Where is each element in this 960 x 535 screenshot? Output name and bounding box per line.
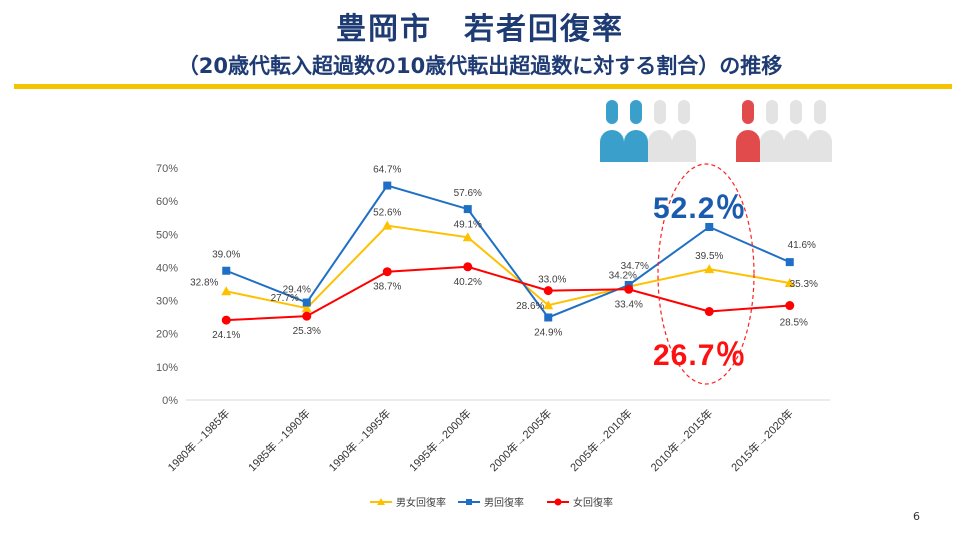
y-tick-label: 10% — [156, 362, 178, 374]
x-tick-label: 2010年→2015年 — [648, 406, 716, 474]
data-label: 24.1% — [212, 330, 240, 341]
person-icon — [648, 100, 672, 162]
y-tick-label: 50% — [156, 229, 178, 241]
legend-marker — [377, 498, 385, 505]
legend-label: 女回復率 — [573, 496, 613, 509]
legend-marker — [554, 498, 562, 506]
y-tick-label: 70% — [156, 163, 178, 175]
data-point-circle — [302, 311, 312, 321]
data-point-circle — [704, 307, 714, 317]
data-point-triangle — [704, 264, 715, 274]
male-rate-callout: 52.2％ — [653, 192, 747, 225]
data-point-triangle — [543, 300, 554, 310]
x-tick-label: 1985年→1990年 — [245, 406, 313, 474]
data-point-triangle — [462, 232, 473, 242]
person-icon — [760, 100, 784, 162]
x-tick-label: 2005年→2010年 — [567, 406, 635, 474]
x-tick-label: 1995年→2000年 — [406, 406, 474, 474]
page-number: 6 — [913, 510, 920, 523]
data-point-triangle — [382, 220, 393, 230]
y-tick-label: 30% — [156, 296, 178, 308]
data-label: 39.0% — [212, 250, 240, 261]
data-point-square — [544, 313, 553, 322]
data-label: 33.4% — [615, 299, 643, 310]
data-point-triangle — [784, 278, 795, 288]
person-icon — [784, 100, 808, 162]
y-tick-label: 0% — [162, 395, 178, 407]
data-label: 57.6% — [454, 188, 482, 199]
data-point-triangle — [221, 286, 232, 296]
person-icon — [672, 100, 696, 162]
title-divider — [14, 84, 952, 89]
data-label: 25.3% — [293, 326, 321, 337]
male-people-icon-group — [600, 100, 710, 166]
data-label: 38.7% — [373, 282, 401, 293]
data-label: 49.1% — [454, 219, 482, 230]
person-icon — [624, 100, 648, 162]
person-icon — [600, 100, 624, 162]
data-label: 27.7% — [271, 293, 299, 304]
x-tick-label: 1990年→1995年 — [326, 406, 394, 474]
y-tick-label: 60% — [156, 196, 178, 208]
data-label: 24.9% — [534, 327, 562, 338]
data-label: 29.4% — [283, 285, 311, 296]
page-title: 豊岡市 若者回復率 — [336, 12, 624, 47]
data-label: 34.7% — [621, 261, 649, 272]
data-label: 35.3% — [790, 279, 818, 290]
y-tick-label: 20% — [156, 329, 178, 341]
highlight-ellipse — [657, 163, 755, 385]
data-point-circle — [785, 301, 795, 311]
data-point-circle — [463, 262, 473, 272]
x-tick-label: 2000年→2005年 — [487, 406, 555, 474]
data-point-circle — [624, 284, 634, 294]
data-point-circle — [221, 315, 231, 325]
series-line — [225, 184, 791, 319]
person-icon — [736, 100, 760, 162]
y-tick-label: 40% — [156, 262, 178, 274]
data-label: 39.5% — [695, 251, 723, 262]
data-label: 32.8% — [190, 277, 218, 288]
legend-label: 男女回復率 — [396, 496, 446, 509]
data-label: 33.0% — [538, 275, 566, 286]
female-rate-callout: 26.7％ — [653, 339, 747, 372]
data-label: 64.7% — [373, 165, 401, 176]
data-point-square — [383, 181, 392, 190]
x-tick-label: 1980年→1985年 — [165, 406, 233, 474]
legend-label: 男回復率 — [484, 496, 524, 509]
data-point-circle — [543, 286, 553, 296]
data-point-square — [705, 222, 714, 231]
data-point-square — [302, 298, 311, 307]
series-line — [226, 224, 790, 310]
data-point-square — [785, 258, 794, 267]
x-tick-label: 2015年→2020年 — [728, 406, 796, 474]
data-label: 34.2% — [609, 271, 637, 282]
data-label: 40.2% — [454, 277, 482, 288]
page-subtitle: （20歳代転入超過数の10歳代転出超過数に対する割合）の推移 — [177, 54, 783, 78]
data-label: 52.6% — [373, 208, 401, 219]
data-label: 28.6% — [516, 301, 544, 312]
data-point-triangle — [301, 303, 312, 313]
legend-marker — [466, 499, 472, 505]
data-point-square — [222, 266, 231, 275]
person-icon — [808, 100, 832, 162]
data-label: 41.6% — [788, 240, 816, 251]
data-point-circle — [382, 267, 392, 277]
data-label: 28.5% — [780, 318, 808, 329]
series-line — [226, 265, 790, 322]
data-point-square — [463, 205, 472, 214]
female-people-icon-group — [736, 100, 846, 166]
